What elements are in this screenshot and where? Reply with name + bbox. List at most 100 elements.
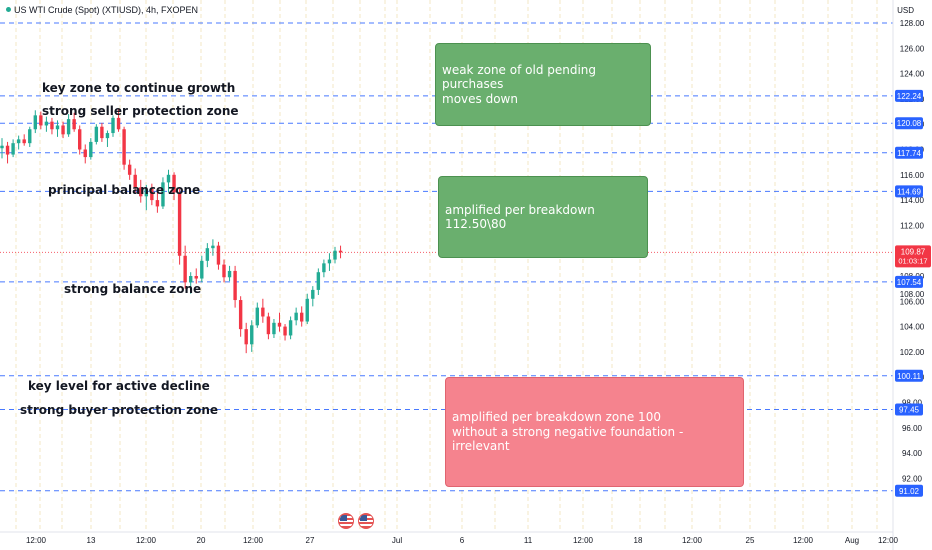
candle xyxy=(89,138,93,160)
candle xyxy=(133,168,137,193)
price-tick-label: 108.00 xyxy=(900,290,925,299)
annotation-box-text: weak zone of old pending purchases moves… xyxy=(442,62,597,106)
level-price-badge[interactable]: 107.54 xyxy=(895,275,923,288)
time-tick-label: 12:00 xyxy=(243,536,264,545)
candle xyxy=(0,138,4,159)
market-status-icon xyxy=(6,7,11,12)
candle xyxy=(72,112,76,132)
candle xyxy=(222,259,226,283)
time-axis[interactable]: 12:00 13 12:00 20 12:00 27 Jul 6 11 12:00 18 12:00 2… xyxy=(26,536,899,545)
time-tick-label: 12:00 xyxy=(26,536,47,545)
candle xyxy=(139,179,143,203)
time-tick-label: Jul xyxy=(392,536,402,545)
candle xyxy=(155,192,160,213)
candle xyxy=(33,110,37,134)
candle xyxy=(177,188,182,265)
annotation-box-amplified-100[interactable]: amplified per breakdown zone 100 without… xyxy=(445,377,744,487)
candle xyxy=(244,322,248,354)
price-tick-label: 112.00 xyxy=(900,221,924,230)
candle xyxy=(122,126,126,170)
candle xyxy=(28,126,32,147)
svg-text:114.69: 114.69 xyxy=(897,187,921,196)
currency-label: USD xyxy=(897,6,914,15)
price-tick-label: 104.00 xyxy=(900,323,925,332)
price-tick-label: 94.00 xyxy=(902,449,923,458)
svg-text:107.54: 107.54 xyxy=(897,278,922,287)
candle xyxy=(11,139,15,158)
us-flag-event-icon[interactable] xyxy=(358,513,374,529)
price-tick-label: 114.00 xyxy=(900,196,924,205)
candle xyxy=(283,324,287,341)
level-price-badge[interactable]: 91.02 xyxy=(895,484,923,497)
candle xyxy=(50,117,54,135)
candle xyxy=(61,121,65,139)
price-axis[interactable]: 128.00126.00124.00122.00120.00118.00116.… xyxy=(892,0,931,550)
price-tick-label: 116.00 xyxy=(900,171,924,180)
time-tick-label: Aug xyxy=(845,536,859,545)
level-price-badge[interactable]: 100.11 xyxy=(895,369,923,382)
candle xyxy=(300,306,304,327)
candle xyxy=(66,114,71,137)
candle xyxy=(22,134,26,146)
candle xyxy=(78,125,82,155)
candle xyxy=(166,169,171,193)
price-tick-label: 92.00 xyxy=(902,474,923,483)
annotation-box-weak-zone[interactable]: weak zone of old pending purchases moves… xyxy=(435,43,651,126)
candle xyxy=(144,184,148,211)
candle xyxy=(211,239,215,256)
candle xyxy=(16,135,21,150)
us-flag-event-icon[interactable] xyxy=(338,513,354,529)
annotation-label-4: strong balance zone xyxy=(64,282,202,296)
candle xyxy=(205,243,210,268)
candle xyxy=(261,298,265,323)
time-tick-label: 6 xyxy=(460,536,465,545)
svg-text:91.02: 91.02 xyxy=(899,487,920,496)
candle xyxy=(338,245,343,259)
candle xyxy=(288,316,293,340)
candle xyxy=(194,268,198,284)
level-price-badge[interactable]: 117.74 xyxy=(895,146,923,159)
candle xyxy=(183,245,187,289)
current-price-value: 109.87 xyxy=(901,247,926,256)
candle xyxy=(311,286,315,307)
level-price-badge[interactable]: 120.08 xyxy=(895,117,923,130)
time-tick-label: 20 xyxy=(197,536,206,545)
candle xyxy=(322,259,326,278)
candle xyxy=(116,109,121,132)
candle xyxy=(305,293,309,325)
price-tick-label: 102.00 xyxy=(900,348,925,357)
svg-text:120.08: 120.08 xyxy=(897,119,922,128)
candle xyxy=(94,124,99,145)
time-tick-label: 12:00 xyxy=(878,536,899,545)
time-tick-label: 12:00 xyxy=(136,536,157,545)
svg-text:97.45: 97.45 xyxy=(899,405,920,414)
time-tick-label: 13 xyxy=(87,536,96,545)
candle xyxy=(250,320,254,352)
symbol-title[interactable]: US WTI Crude (Spot) (XTIUSD), 4h, FXOPEN xyxy=(6,5,198,15)
candle xyxy=(216,241,221,270)
price-tick-label: 96.00 xyxy=(902,424,923,433)
annotation-label-5: key level for active decline xyxy=(28,379,210,393)
candle xyxy=(39,111,43,130)
candle xyxy=(294,307,298,326)
annotation-label-6: strong buyer protection zone xyxy=(20,403,219,417)
price-tick-label: 126.00 xyxy=(900,44,925,53)
annotation-label-2: strong seller protection zone xyxy=(42,104,239,118)
candle xyxy=(161,177,165,209)
candle xyxy=(333,246,337,264)
annotation-label-3: principal balance zone xyxy=(48,183,201,197)
annotation-box-amplified-112[interactable]: amplified per breakdown 112.50\80 xyxy=(438,176,648,258)
time-tick-label: 12:00 xyxy=(793,536,814,545)
candle xyxy=(105,130,110,147)
level-price-badge[interactable]: 122.24 xyxy=(895,89,923,102)
price-tick-label: 106.00 xyxy=(900,297,925,306)
level-price-badge[interactable]: 97.45 xyxy=(895,403,923,416)
candle xyxy=(44,116,49,132)
candle xyxy=(255,302,259,328)
level-price-badge[interactable]: 114.69 xyxy=(895,185,923,198)
time-tick-label: 18 xyxy=(634,536,643,545)
candles xyxy=(0,109,343,354)
price-tick-label: 124.00 xyxy=(900,70,925,79)
candle xyxy=(83,144,87,164)
